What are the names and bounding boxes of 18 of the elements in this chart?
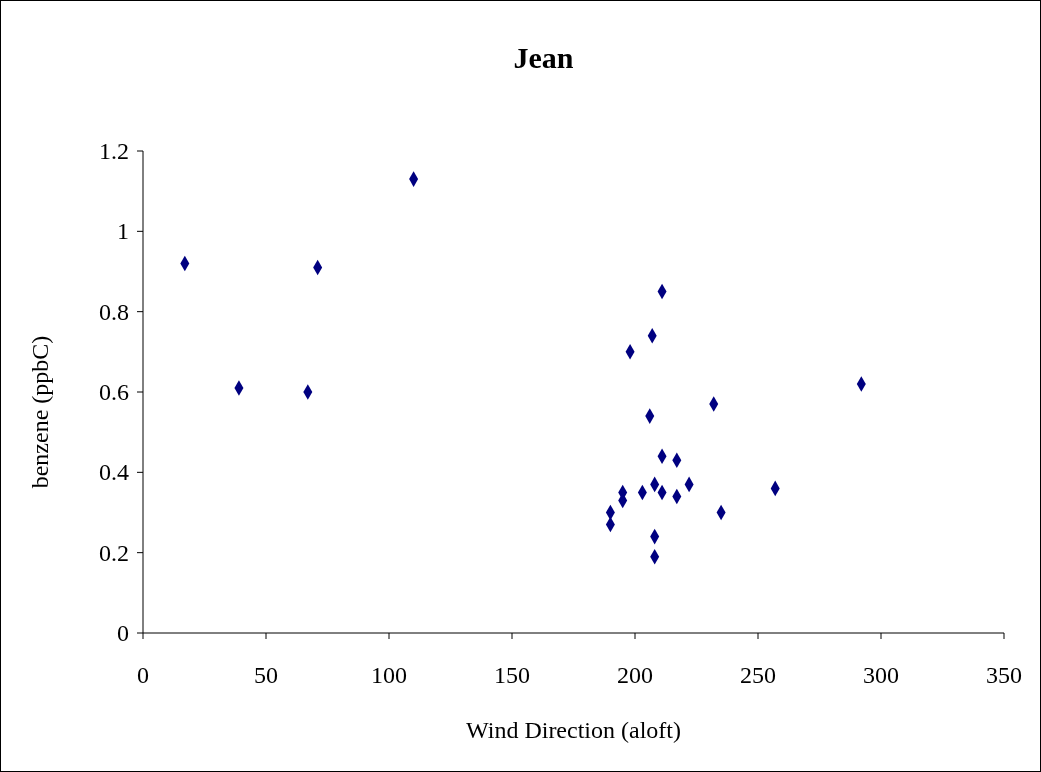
x-tick-label: 250: [740, 662, 776, 688]
x-tick-label: 50: [254, 662, 278, 688]
y-tick-label: 0: [117, 620, 129, 646]
x-tick-label: 150: [494, 662, 530, 688]
x-axis-title: Wind Direction (aloft): [466, 717, 681, 743]
x-tick-label: 0: [137, 662, 149, 688]
y-tick-label: 0.2: [99, 539, 129, 566]
y-tick-label: 1: [117, 218, 129, 245]
y-axis-title: benzene (ppbC): [27, 335, 53, 489]
x-tick-label: 300: [863, 662, 899, 688]
y-tick-label: 0.8: [99, 298, 129, 325]
chart-title: Jean: [513, 41, 574, 74]
x-tick-label: 200: [617, 662, 653, 688]
x-tick-label: 100: [371, 662, 407, 688]
y-tick-label: 0.6: [99, 379, 129, 405]
x-tick-label: 350: [986, 662, 1022, 688]
y-tick-label: 0.4: [99, 459, 129, 486]
y-tick-label: 1.2: [99, 138, 129, 164]
